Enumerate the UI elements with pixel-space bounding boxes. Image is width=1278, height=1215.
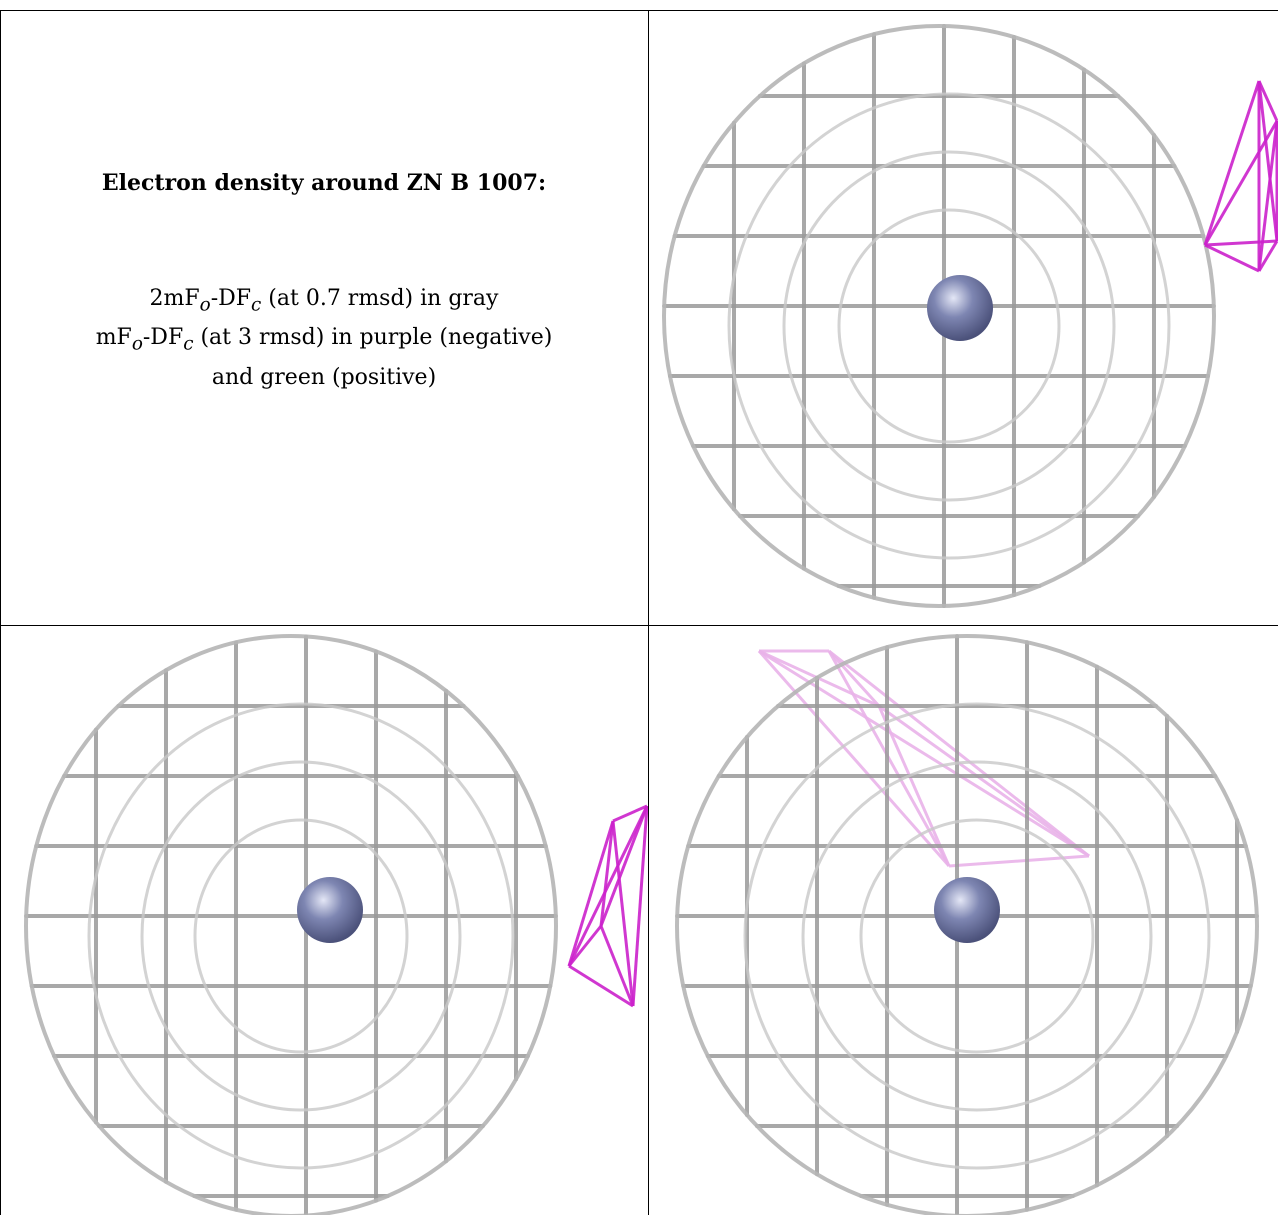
negative-difference-mesh — [1203, 80, 1278, 273]
center-divider — [648, 10, 649, 1215]
caption-title: Electron density around ZN B 1007: — [101, 170, 547, 196]
caption-legend: 2mFo-DFc (at 0.7 rmsd) in gray mFo-DFc (… — [0, 282, 648, 394]
gray-density-mesh — [24, 634, 558, 1215]
caption-line-2mfo-dfc: 2mFo-DFc (at 0.7 rmsd) in gray — [149, 286, 499, 316]
density-view-bottom-left — [1, 626, 648, 1215]
zinc-atom-sphere — [934, 877, 1000, 943]
zinc-atom-sphere — [297, 877, 363, 943]
gray-density-mesh — [675, 634, 1259, 1215]
caption-line-mfo-dfc: mFo-DFc (at 3 rmsd) in purple (negative) — [95, 325, 553, 355]
caption-cell: Electron density around ZN B 1007: 2mFo-… — [0, 0, 648, 625]
density-mesh-render — [24, 634, 648, 1215]
zinc-atom-sphere — [927, 275, 993, 341]
density-view-top-right — [649, 11, 1278, 625]
caption-line-green: and green (positive) — [211, 364, 437, 390]
density-view-bottom-right — [649, 626, 1278, 1215]
negative-difference-mesh — [567, 804, 648, 1008]
density-mesh-render — [675, 634, 1259, 1215]
top-border — [0, 10, 1278, 11]
left-border — [0, 10, 1, 1215]
density-mesh-render — [662, 24, 1278, 608]
middle-divider — [0, 625, 1278, 626]
